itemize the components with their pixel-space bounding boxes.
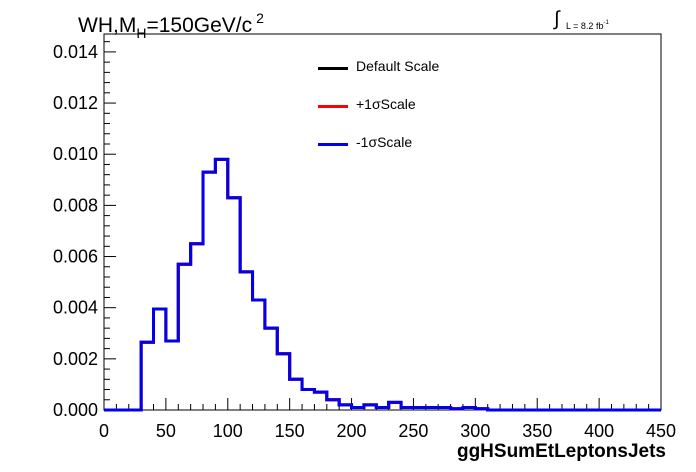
legend-line-minus-sigma (318, 143, 348, 146)
title-superscript: 2 (256, 10, 264, 26)
y-tick-label: 0.004 (53, 298, 98, 318)
series-line-1 (104, 157, 661, 412)
legend-item-minus-sigma: -1σScale (318, 134, 478, 172)
legend-label-minus-sigma: -1σScale (356, 134, 413, 150)
series-line-0 (104, 157, 661, 412)
x-tick-label: 0 (99, 421, 109, 441)
legend-line-plus-sigma (318, 105, 348, 108)
y-tick-label: 0.008 (53, 195, 98, 215)
integral-symbol: ∫ (554, 8, 560, 30)
x-tick-label: 250 (398, 421, 428, 441)
x-tick-label: 150 (275, 421, 305, 441)
title-mid: =150GeV/c (146, 14, 253, 37)
x-tick-label: 350 (522, 421, 552, 441)
x-tick-label: 50 (156, 421, 176, 441)
x-axis-label: ggHSumEtLeptonsJets (456, 441, 666, 462)
x-tick-label: 100 (213, 421, 243, 441)
legend: Default Scale +1σScale -1σScale (318, 58, 478, 172)
y-tick-label: 0.002 (53, 349, 98, 369)
x-tick-label: 400 (584, 421, 614, 441)
x-tick-label: 300 (460, 421, 490, 441)
y-tick-label: 0.000 (53, 400, 98, 420)
y-tick-label: 0.006 (53, 247, 98, 267)
plot-frame (103, 33, 662, 411)
legend-item-plus-sigma: +1σScale (318, 96, 478, 134)
legend-label-plus-sigma: +1σScale (356, 96, 416, 112)
luminosity-text: L = 8.2 fb (566, 21, 604, 31)
y-tick-label: 0.012 (53, 93, 98, 113)
y-tick-label: 0.010 (53, 144, 98, 164)
series-line-2 (104, 157, 661, 412)
luminosity-unit-exponent: -1 (603, 20, 609, 26)
legend-label-default: Default Scale (356, 58, 440, 74)
x-tick-label: 450 (646, 421, 676, 441)
y-tick-label: 0.014 (53, 42, 98, 62)
legend-item-default: Default Scale (318, 58, 478, 96)
title-main: WH,M (78, 14, 137, 37)
plot-title: WH,MH=150GeV/c 2 (78, 10, 264, 41)
x-tick-label: 200 (337, 421, 367, 441)
legend-line-default (318, 67, 348, 70)
title-subscript: H (136, 25, 147, 41)
